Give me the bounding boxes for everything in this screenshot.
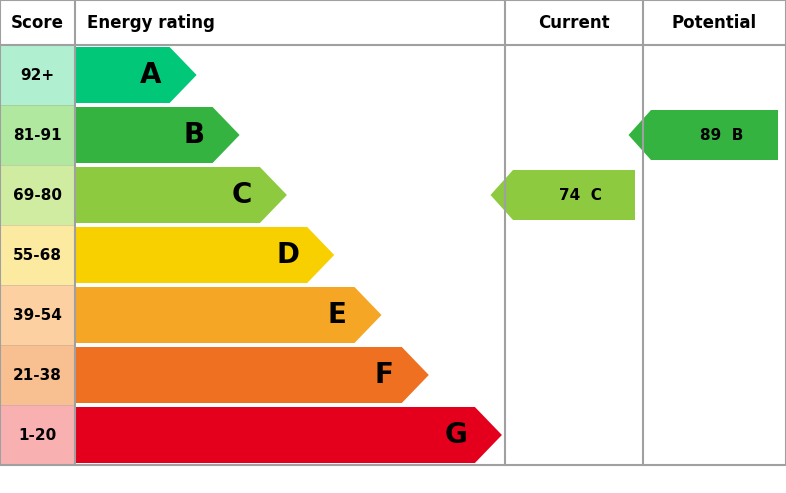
Polygon shape [75,227,334,283]
Text: C: C [232,181,252,209]
Text: Score: Score [11,13,64,32]
Polygon shape [75,167,287,223]
Text: G: G [444,421,467,449]
Text: Potential: Potential [672,13,757,32]
Polygon shape [490,170,635,220]
Bar [0,45,75,105]
Bar [0,345,75,405]
Bar [0,285,75,345]
Text: Current: Current [538,13,610,32]
Polygon shape [75,107,240,163]
Text: E: E [328,301,347,329]
Text: 1-20: 1-20 [18,427,57,443]
Bar [0,405,75,465]
Text: 21-38: 21-38 [13,367,62,383]
Text: 92+: 92+ [20,68,54,82]
Bar [0,105,75,165]
Text: 69-80: 69-80 [13,187,62,203]
Text: 81-91: 81-91 [13,128,62,142]
Text: Energy rating: Energy rating [87,13,215,32]
Text: 74  C: 74 C [560,187,602,203]
Polygon shape [75,287,381,343]
Bar [0,225,75,285]
Text: 39-54: 39-54 [13,308,62,322]
Text: 55-68: 55-68 [13,247,62,262]
Polygon shape [629,110,778,160]
Text: B: B [183,121,204,149]
Polygon shape [75,347,429,403]
Bar [0,165,75,225]
Polygon shape [75,407,502,463]
Text: 89  B: 89 B [700,128,743,142]
Text: F: F [375,361,394,389]
Text: D: D [276,241,299,269]
Text: A: A [140,61,162,89]
Polygon shape [75,47,196,103]
